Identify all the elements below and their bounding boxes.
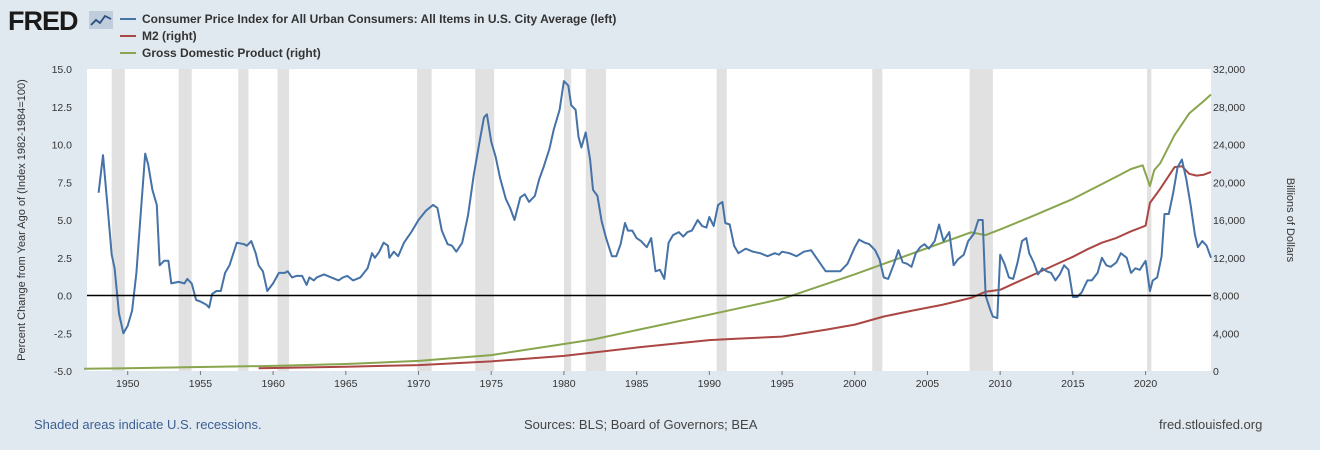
x-tick-label-1950: 1950 [116,378,140,390]
recession-band-0 [111,69,125,371]
legend-item-gdp[interactable]: Gross Domestic Product (right) [120,44,616,61]
y2-tick-label-8: 0 [1213,366,1219,378]
series-line-cpi[interactable] [97,80,1212,335]
x-tick-label-1960: 1960 [261,378,285,390]
y-tick-label-1: 12.5 [52,102,73,114]
legend-label-cpi: Consumer Price Index for All Urban Consu… [142,11,617,26]
y2-tick-label-6: 8,000 [1213,291,1239,303]
y2-tick-label-5: 12,000 [1213,253,1245,265]
x-tick-label-2010: 2010 [988,378,1012,390]
x-tick-label-1965: 1965 [334,378,358,390]
recession-band-11 [1147,69,1152,371]
y2-tick-label-1: 28,000 [1213,102,1245,114]
site-link[interactable]: fred.stlouisfed.org [1159,417,1263,432]
recession-band-9 [872,69,883,371]
legend-label-m2: M2 (right) [142,28,197,43]
x-tick-label-1995: 1995 [770,378,794,390]
recession-band-2 [238,69,249,371]
fred-logo[interactable]: FRED [8,6,78,36]
y-tick-label-8: -5.0 [54,366,72,378]
y-tick-label-5: 2.5 [57,253,72,265]
x-tick-label-1970: 1970 [407,378,431,390]
x-tick-label-1985: 1985 [625,378,649,390]
x-tick-label-1980: 1980 [552,378,576,390]
legend-swatch-m2 [120,34,136,37]
fred-chart-icon [89,11,113,29]
recession-band-1 [178,69,192,371]
series-lines [84,80,1212,370]
legend-item-m2[interactable]: M2 (right) [120,27,616,44]
x-tick-label-1975: 1975 [480,378,504,390]
recession-band-8 [716,69,727,371]
y2-tick-label-2: 24,000 [1213,140,1245,152]
y2-tick-label-0: 32,000 [1213,64,1245,76]
legend-item-cpi[interactable]: Consumer Price Index for All Urban Consu… [120,10,616,27]
legend-swatch-cpi [120,17,136,20]
x-tick-label-2000: 2000 [843,378,867,390]
chart-legend: Consumer Price Index for All Urban Consu… [120,10,616,61]
y2-axis-title: Billions of Dollars [1284,178,1296,263]
x-tick-label-1955: 1955 [189,378,213,390]
y-tick-label-7: -2.5 [54,328,72,340]
series-line-m2[interactable] [258,165,1212,370]
x-tick-label-2005: 2005 [916,378,940,390]
legend-swatch-gdp [120,51,136,54]
y-tick-label-6: 0.0 [57,291,72,303]
y-axis-title: Percent Change from Year Ago of (Index 1… [16,79,28,361]
recession-band-5 [475,69,495,371]
recession-band-7 [585,69,607,371]
y2-tick-label-3: 20,000 [1213,177,1245,189]
recession-band-3 [277,69,290,371]
y-tick-label-4: 5.0 [57,215,72,227]
recessions-note[interactable]: Shaded areas indicate U.S. recessions. [34,417,262,432]
axis-ticks: 1950 1955 1960 1965 1970 1975 1980 1985 1990 1995… [52,64,1246,390]
sources-text: Sources: BLS; Board of Governors; BEA [524,417,758,432]
x-tick-label-1990: 1990 [698,378,722,390]
plot-area [87,69,1211,371]
legend-label-gdp: Gross Domestic Product (right) [142,45,321,60]
y-tick-label-0: 15.0 [52,64,73,76]
series-line-gdp[interactable] [84,93,1212,370]
chart-canvas[interactable]: 1950 1955 1960 1965 1970 1975 1980 1985 1990 1995… [0,0,1320,410]
x-tick-label-2015: 2015 [1061,378,1085,390]
y-tick-label-2: 10.0 [52,140,73,152]
x-tick-label-2020: 2020 [1134,378,1158,390]
recession-band-6 [563,69,572,371]
y-tick-label-3: 7.5 [57,177,72,189]
y2-tick-label-7: 4,000 [1213,328,1239,340]
y2-tick-label-4: 16,000 [1213,215,1245,227]
